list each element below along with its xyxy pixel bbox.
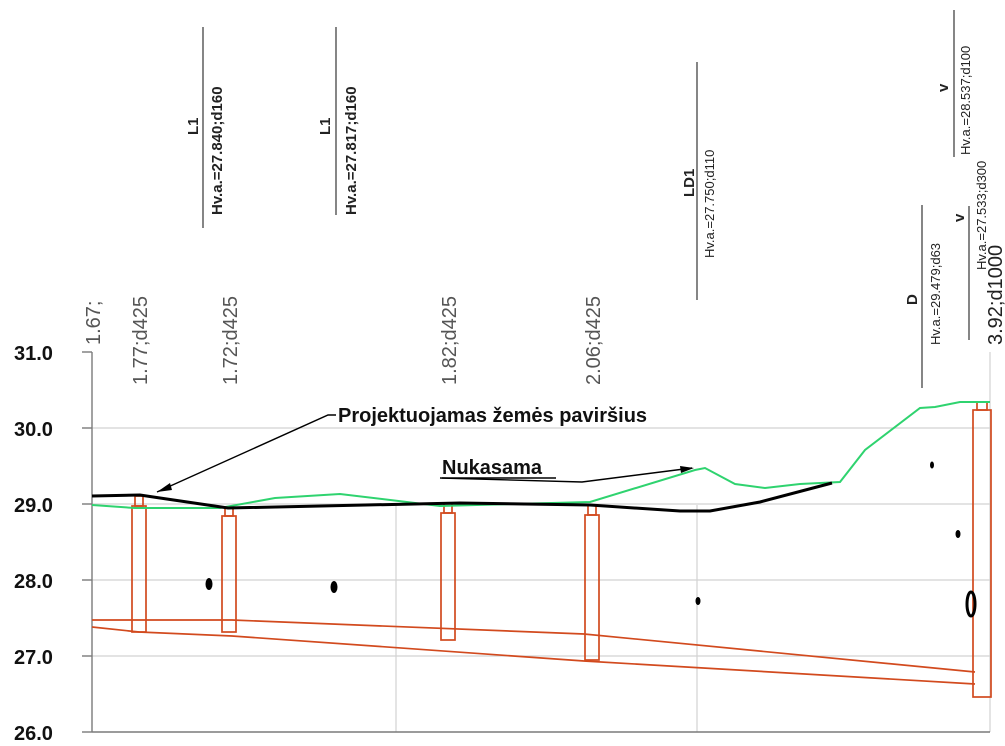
depth-label: 1.82;d425 (439, 296, 461, 385)
axes (82, 351, 990, 733)
pipe-code: LD1 (681, 169, 698, 197)
pipe-crossing-marker (205, 578, 213, 590)
design-surface-line (91, 481, 833, 513)
pipe-spec: Hv.a.=29.479;d63 (928, 243, 943, 345)
manhole-shaft (221, 515, 237, 633)
depth-label: 3.92;d1000 (985, 245, 1005, 345)
y-tick-label: 29.0 (14, 495, 53, 517)
pipe-crossings (205, 461, 977, 618)
y-tick-label: 30.0 (14, 419, 53, 441)
y-axis-labels: 31.0 30.0 29.0 28.0 27.0 26.0 (14, 343, 53, 745)
pipe-code: L1 (317, 117, 334, 135)
pipe-spec: Hv.a.=27.533;d300 (974, 161, 989, 270)
manhole-3 (440, 502, 456, 641)
pipe-crossing-marker (330, 581, 338, 593)
pipe-crossing-marker (955, 530, 961, 538)
depth-label: 1.77;d425 (130, 296, 152, 385)
pipe-crossing-marker (695, 597, 701, 605)
pipe-spec: Hv.a.=27.817;d160 (343, 86, 360, 215)
pipe-spec: Hv.a.=28.537;d100 (958, 46, 973, 155)
pipe-code: L1 (185, 117, 202, 135)
surface-arrowhead (157, 483, 172, 492)
pipe-leaders (202, 10, 970, 388)
cut-arrowhead (680, 466, 694, 473)
surface-annotation: Projektuojamas žemės paviršius (338, 405, 647, 427)
pipe-spec: Hv.a.=27.750;d110 (702, 150, 717, 258)
y-tick-label: 27.0 (14, 647, 53, 669)
manhole-shaft (584, 514, 600, 661)
cut-leader (439, 467, 693, 483)
y-tick-label: 26.0 (14, 723, 53, 745)
pipe-bottom-line (91, 626, 976, 685)
pipe-crossing-marker (965, 590, 977, 618)
depth-label: 1.67; (83, 301, 105, 345)
manhole-cap (976, 401, 988, 411)
depth-labels: 1.67; 1.77;d425 1.72;d425 1.82;d425 2.06… (83, 245, 1005, 385)
manhole-1 (131, 495, 147, 633)
manhole-2 (221, 507, 237, 633)
manhole-5 (972, 401, 992, 698)
pipe-code: v (951, 213, 968, 222)
manhole-shaft (440, 512, 456, 641)
pipe-slopes (91, 619, 976, 685)
depth-label: 2.06;d425 (583, 296, 605, 385)
cut-annotation: Nukasama (442, 457, 543, 479)
pipe-crossing-marker (930, 461, 934, 469)
pipe-labels: L1 Hv.a.=27.840;d160 L1 Hv.a.=27.817;d16… (185, 46, 989, 345)
y-tick-label: 28.0 (14, 571, 53, 593)
manhole-shaft (972, 409, 992, 698)
existing-ground-line (91, 401, 990, 509)
manhole-shaft (131, 505, 147, 633)
manhole-4 (584, 504, 600, 661)
depth-label: 1.72;d425 (220, 296, 242, 385)
pipe-code: D (904, 294, 921, 305)
pipe-spec: Hv.a.=27.840;d160 (209, 86, 226, 215)
pipe-top-line (92, 619, 976, 673)
annotations: Projektuojamas žemės paviršius Nukasama (156, 405, 694, 493)
surface-leader (156, 414, 336, 493)
pipe-code: v (935, 83, 952, 92)
y-tick-label: 31.0 (14, 343, 53, 365)
manholes (131, 401, 992, 698)
